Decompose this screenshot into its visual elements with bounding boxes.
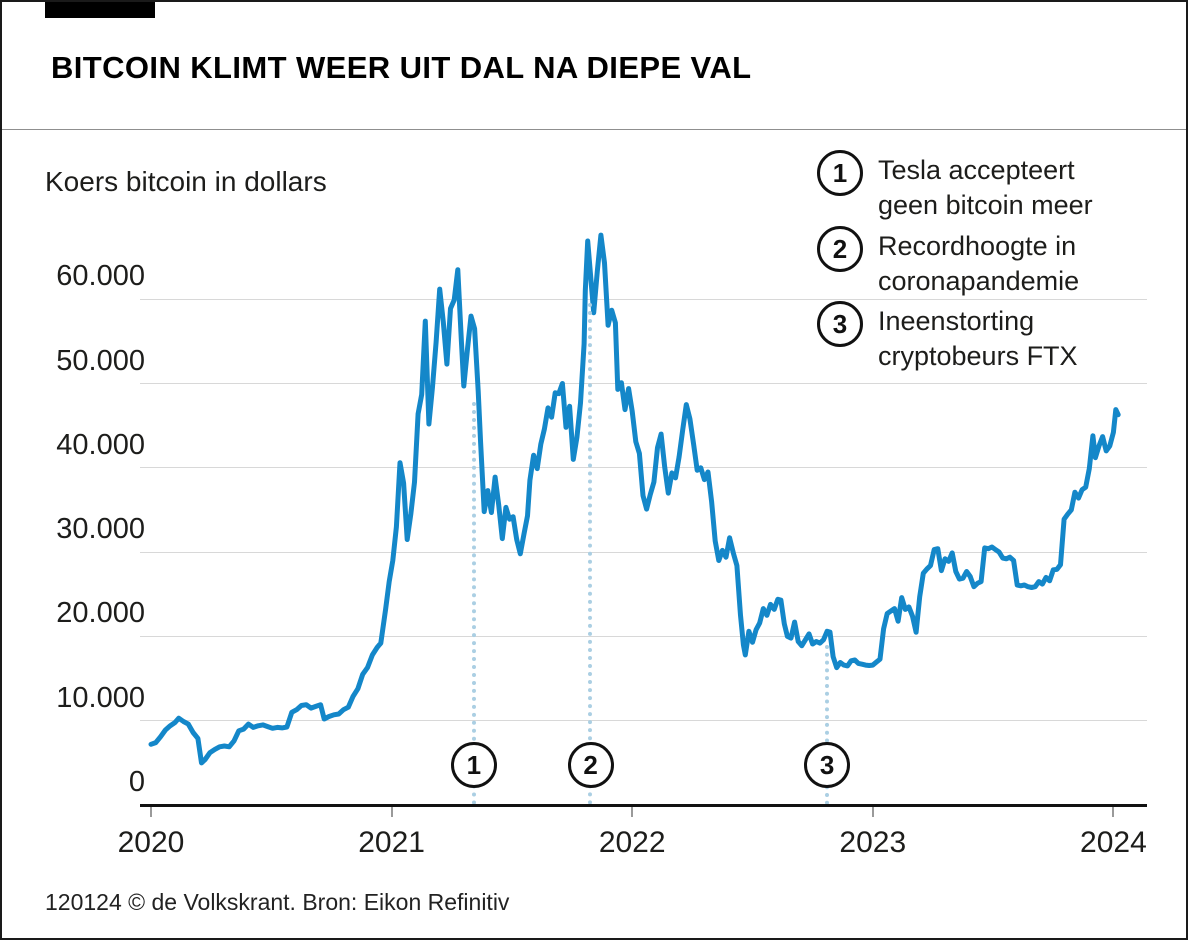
annotation-dotted-line-3 [824,644,829,805]
y-axis-label: 50.000 [56,344,145,377]
legend-key-number: 3 [832,309,848,339]
legend-label-1: Tesla accepteert geen bitcoin meer [878,153,1178,223]
gridline-30.000 [140,551,1147,553]
title-divider [2,129,1186,130]
annotation-marker-1: 1 [450,742,497,788]
gridline-40.000 [140,467,1147,469]
annotation-dotted-line-1 [471,402,476,805]
annotation-number: 1 [466,750,482,780]
y-axis-label: 30.000 [56,513,145,546]
legend-label-line: Tesla accepteert [878,155,1075,185]
y-axis-label: 60.000 [56,260,145,293]
annotation-dotted-line-2 [588,303,593,805]
x-axis-label: 2021 [358,826,425,859]
legend-label-line: geen bitcoin meer [878,190,1093,220]
x-axis-label: 2023 [839,826,907,859]
y-axis-label: 10.000 [56,681,145,714]
legend-label-3: Ineenstorting cryptobeurs FTX [878,304,1178,374]
gridline-20.000 [140,635,1147,637]
x-axis-tick [631,806,634,817]
legend-key-1: 1 [817,150,863,196]
gridline-10.000 [140,720,1147,722]
x-axis-tick [871,806,874,817]
x-axis-tick [390,806,393,817]
legend-label-line: cryptobeurs FTX [878,341,1078,371]
x-axis-line [140,803,1147,807]
y-axis-label: 40.000 [56,428,145,461]
legend-label-line: Ineenstorting [878,306,1035,336]
chart-subtitle: Koers bitcoin in dollars [45,166,327,197]
x-axis-label: 2024 [1080,826,1147,859]
x-axis-label: 2022 [598,826,666,859]
legend-key-2: 2 [817,226,863,272]
bitcoin-price-line [148,232,1121,766]
brand-tab [45,2,155,18]
legend-key-number: 1 [832,158,848,188]
x-axis-tick [1112,806,1115,817]
gridline-60.000 [140,298,1147,300]
legend-label-line: Recordhoogte in [878,231,1077,261]
source-credit: 120124 © de Volkskrant. Bron: Eikon Refi… [45,889,510,915]
y-axis-label: 0 [128,766,145,798]
annotation-number: 2 [583,750,598,780]
legend-label-2: Recordhoogte in coronapandemie [878,229,1178,299]
legend-key-number: 2 [832,234,848,264]
annotation-number: 3 [819,750,835,780]
y-axis-label: 20.000 [56,597,145,630]
legend-key-3: 3 [817,301,863,347]
annotation-marker-2: 2 [567,742,614,788]
annotation-marker-3: 3 [804,742,851,788]
legend-label-line: coronapandemie [878,266,1080,296]
x-axis-tick [150,806,152,817]
gridline-50.000 [140,383,1147,384]
x-axis-label: 2020 [117,826,185,859]
page-title: BITCOIN KLIMT WEER UIT DAL NA DIEPE VAL [51,50,752,85]
